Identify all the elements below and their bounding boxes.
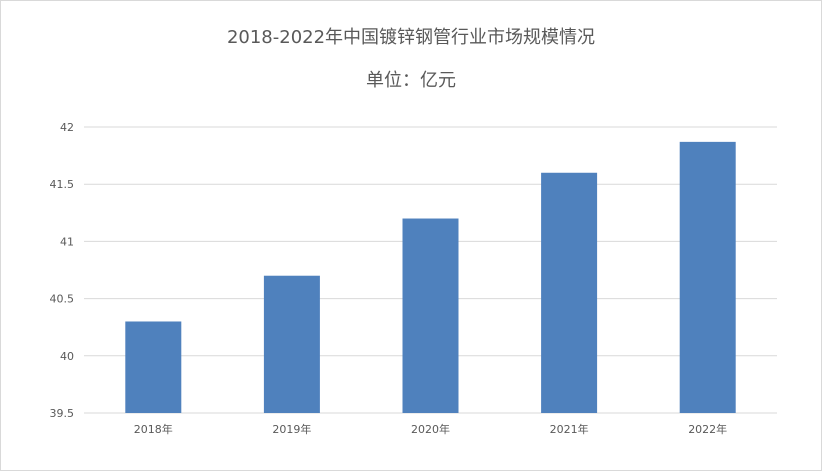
y-tick-label: 41 [60, 235, 74, 248]
bar [541, 172, 598, 413]
chart-title: 2018-2022年中国镀锌钢管行业市场规模情况 [226, 27, 596, 48]
bar [125, 321, 182, 413]
y-tick-label: 41.5 [50, 178, 75, 191]
y-tick-label: 40.5 [50, 293, 75, 306]
x-tick-label: 2021年 [550, 422, 589, 436]
y-tick-label: 40 [60, 350, 74, 363]
y-tick-label: 42 [60, 121, 74, 134]
bar [402, 218, 459, 413]
chart-subtitle: 单位：亿元 [366, 70, 456, 91]
bar [263, 275, 320, 413]
y-tick-label: 39.5 [50, 407, 75, 420]
x-tick-label: 2019年 [272, 422, 311, 436]
x-tick-label: 2022年 [688, 422, 727, 436]
x-tick-label: 2018年 [134, 422, 173, 436]
bar [679, 141, 736, 413]
x-tick-label: 2020年 [411, 422, 450, 436]
